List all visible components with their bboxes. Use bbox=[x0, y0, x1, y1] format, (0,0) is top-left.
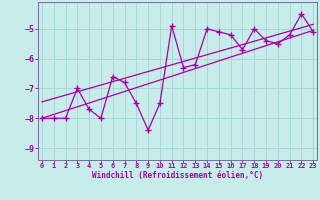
X-axis label: Windchill (Refroidissement éolien,°C): Windchill (Refroidissement éolien,°C) bbox=[92, 171, 263, 180]
